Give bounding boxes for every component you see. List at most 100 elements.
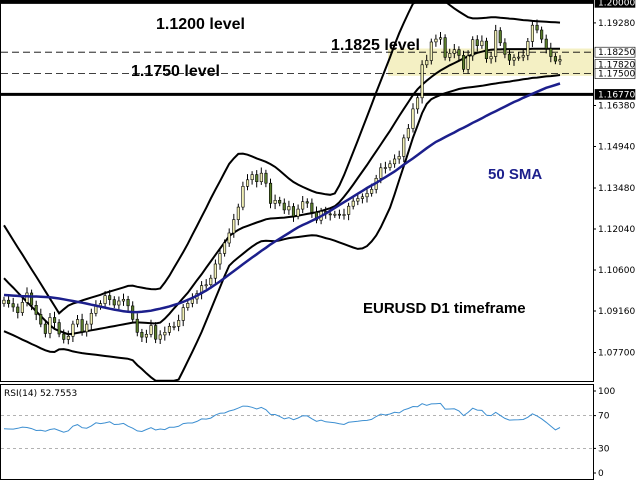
candle xyxy=(448,48,452,62)
candle xyxy=(530,20,535,48)
candle xyxy=(553,53,558,65)
candle xyxy=(507,48,512,65)
candle xyxy=(337,209,342,219)
candle xyxy=(388,160,392,171)
candle-body xyxy=(223,242,227,254)
candle xyxy=(503,38,507,59)
candle-body xyxy=(484,40,489,59)
candle xyxy=(402,134,406,163)
rsi-title: RSI(14) 52.7553 xyxy=(4,389,77,399)
candle xyxy=(135,313,139,337)
chart-title-timeframe: EURUSD D1 timeframe xyxy=(363,300,526,317)
candle xyxy=(475,35,479,52)
candle xyxy=(305,198,309,208)
candle xyxy=(149,319,153,338)
candle xyxy=(438,32,443,45)
candle-body xyxy=(209,277,213,286)
rsi-tick-label: 0 xyxy=(598,469,604,479)
candle-body xyxy=(11,303,15,308)
candle-body xyxy=(7,299,11,304)
candle-body xyxy=(503,42,507,55)
y-tick-label: 1.12040 xyxy=(598,225,635,235)
candle-body xyxy=(39,314,43,325)
candle xyxy=(2,296,6,307)
candle-body xyxy=(154,325,158,340)
price-label-text: 1.18250 xyxy=(598,48,635,58)
candle-body xyxy=(20,302,24,313)
candle-body xyxy=(71,323,75,337)
candle xyxy=(484,37,489,63)
candle xyxy=(167,322,171,336)
candle-body xyxy=(415,97,420,110)
candle xyxy=(158,330,162,344)
candle-body xyxy=(236,206,240,220)
candle xyxy=(144,329,148,343)
candle-body xyxy=(535,24,539,31)
candle-body xyxy=(264,172,268,184)
price-label-box xyxy=(594,0,636,8)
candle xyxy=(255,170,259,188)
candle xyxy=(16,303,20,319)
candle xyxy=(351,196,355,210)
price-label: 1.18250 xyxy=(594,46,635,58)
candle xyxy=(314,206,319,224)
candle xyxy=(517,52,521,61)
y-tick-label: 1.10600 xyxy=(598,266,635,276)
candle-body xyxy=(255,174,259,183)
candle xyxy=(287,200,291,215)
candle xyxy=(43,320,47,338)
candle xyxy=(126,295,130,312)
candle-body xyxy=(76,319,80,325)
candle xyxy=(471,36,475,61)
candle-body xyxy=(273,200,277,204)
rsi-y-axis-ticks: 100 70 30 0 xyxy=(593,387,615,479)
candle xyxy=(20,297,24,316)
candle xyxy=(415,94,420,114)
candle xyxy=(278,196,282,207)
candle xyxy=(347,202,351,221)
candle xyxy=(250,171,254,185)
candle xyxy=(425,54,429,68)
candle xyxy=(360,193,365,204)
candle xyxy=(181,304,185,327)
candle-body xyxy=(507,53,512,61)
candle-body xyxy=(66,335,70,340)
candle-body xyxy=(461,55,466,70)
candle xyxy=(71,320,75,342)
candle-body xyxy=(406,128,410,139)
candle-body xyxy=(466,55,470,70)
candle-body xyxy=(48,317,52,334)
candle-body xyxy=(365,193,369,198)
candle xyxy=(310,198,314,218)
candle xyxy=(85,320,89,337)
candle-body xyxy=(425,60,429,66)
price-label-box xyxy=(594,89,636,100)
candle xyxy=(411,103,415,133)
candle xyxy=(227,228,231,247)
candle-body xyxy=(301,201,305,210)
candle xyxy=(273,194,277,210)
candle-body xyxy=(140,331,144,338)
candle-body xyxy=(452,49,456,54)
candle xyxy=(57,319,61,338)
candle-body xyxy=(494,30,498,57)
candle-body xyxy=(558,59,562,62)
candle xyxy=(103,291,107,309)
candle-body xyxy=(241,186,245,208)
candle-body xyxy=(429,41,433,61)
candle xyxy=(66,330,70,345)
candle xyxy=(154,322,158,344)
candle-body xyxy=(397,156,401,160)
candle xyxy=(434,34,438,47)
candle xyxy=(296,204,300,220)
candle-body xyxy=(126,298,130,307)
candle-body xyxy=(204,284,208,287)
candle-body xyxy=(305,201,309,204)
candle-body xyxy=(498,30,502,44)
candle xyxy=(48,313,52,339)
candle-body xyxy=(540,29,544,40)
candle xyxy=(429,38,433,65)
candle-body xyxy=(347,205,351,215)
candle-body xyxy=(135,318,139,333)
candle xyxy=(177,314,181,332)
